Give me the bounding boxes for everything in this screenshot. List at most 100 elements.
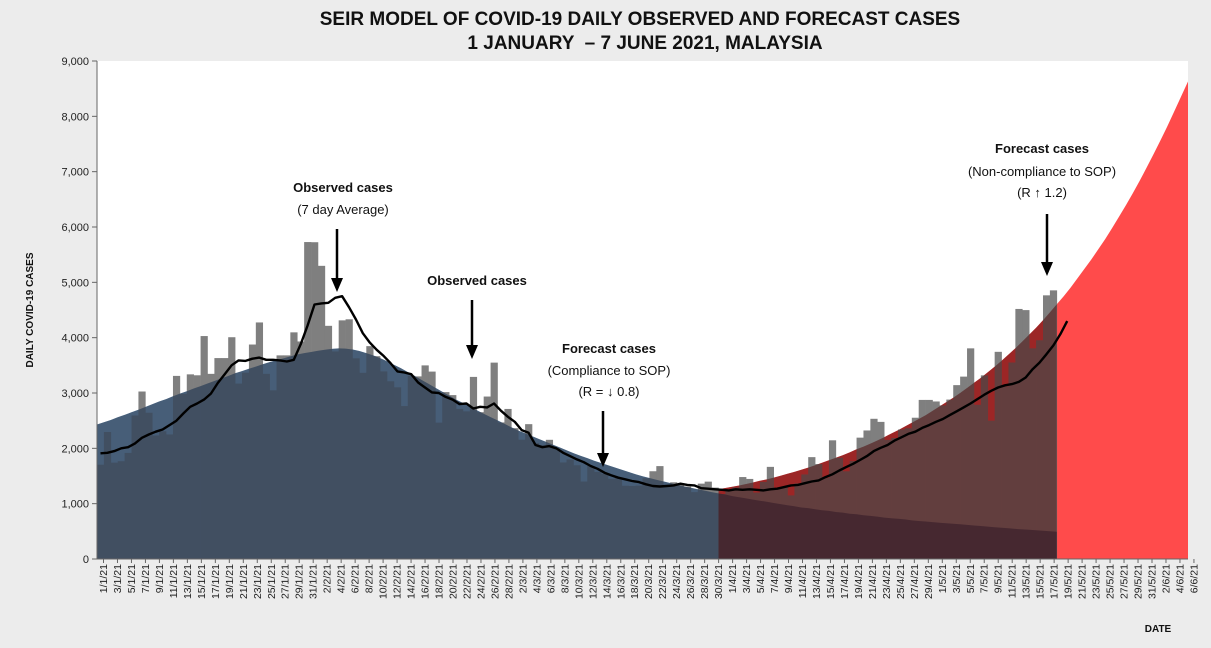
x-tick-label: 9/5/21 [993, 564, 1005, 593]
x-tick-label: 5/1/21 [126, 564, 138, 593]
annotation-observed-average: Observed cases (7 day Average) [293, 180, 393, 292]
x-tick-label: 23/5/21 [1091, 564, 1103, 599]
x-tick-label: 15/1/21 [196, 564, 208, 599]
x-tick-label: 23/1/21 [252, 564, 264, 599]
chart-subtitle: 1 JANUARY – 7 JUNE 2021, MALAYSIA [467, 33, 822, 54]
x-tick-label: 6/6/21 [1188, 564, 1200, 593]
observed-compliance-overlap [97, 348, 1057, 559]
x-tick-label: 18/3/21 [629, 564, 641, 599]
x-tick-label: 11/5/21 [1007, 564, 1019, 598]
x-tick-label: 18/2/21 [434, 564, 446, 599]
x-tick-label: 22/2/21 [462, 564, 474, 599]
x-tick-label: 15/5/21 [1035, 564, 1047, 599]
x-tick-label: 28/3/21 [699, 564, 711, 599]
x-tick-label: 25/5/21 [1105, 564, 1117, 599]
x-tick-label: 3/4/21 [741, 564, 753, 593]
x-tick-label: 12/3/21 [587, 564, 599, 599]
x-tick-label: 19/4/21 [853, 564, 865, 599]
x-tick-label: 6/3/21 [545, 564, 557, 593]
x-tick-label: 31/1/21 [308, 564, 320, 599]
x-tick-label: 16/2/21 [420, 564, 432, 599]
y-tick-label: 5,000 [61, 277, 89, 289]
observed-noncompliance-overlap [718, 304, 1057, 559]
annotation-forecast-noncompliance: Forecast cases (Non-compliance to SOP) (… [968, 141, 1116, 276]
x-tick-label: 10/2/21 [378, 564, 390, 599]
annotation-observed-average-sub: (7 day Average) [297, 202, 389, 217]
x-tick-label: 24/3/21 [671, 564, 683, 599]
annotation-observed: Observed cases [427, 273, 527, 359]
x-tick-label: 27/1/21 [280, 564, 292, 599]
x-tick-label: 4/3/21 [531, 564, 543, 593]
x-tick-label: 8/3/21 [559, 564, 571, 593]
x-tick-label: 16/3/21 [615, 564, 627, 599]
x-tick-label: 27/5/21 [1119, 564, 1131, 599]
x-tick-label: 27/4/21 [909, 564, 921, 599]
x-tick-label: 29/1/21 [294, 564, 306, 599]
x-tick-label: 13/5/21 [1021, 564, 1033, 599]
y-tick-label: 2,000 [61, 443, 89, 455]
x-tick-label: 29/5/21 [1133, 564, 1145, 599]
x-tick-label: 3/5/21 [951, 564, 963, 593]
y-tick-label: 0 [83, 554, 89, 566]
annotation-forecast-noncompliance-sub: (Non-compliance to SOP) [968, 164, 1116, 179]
x-tick-label: 2/2/21 [322, 564, 334, 593]
x-tick-label: 4/6/21 [1175, 564, 1187, 593]
annotation-observed-average-arrowhead [331, 278, 343, 292]
x-tick-label: 8/2/21 [364, 564, 376, 593]
x-tick-label: 9/1/21 [154, 564, 166, 593]
x-tick-label: 1/4/21 [727, 564, 739, 593]
x-tick-label: 31/5/21 [1147, 564, 1159, 599]
x-tick-labels: 1/1/21 3/1/21 5/1/21 7/1/21 9/1/21 11/1/21 13/… [98, 564, 1200, 599]
x-tick-label: 11/1/21 [168, 564, 180, 598]
x-tick-label: 9/4/21 [783, 564, 795, 593]
annotation-forecast-compliance-title: Forecast cases [562, 341, 656, 356]
x-tick-label: 26/2/21 [489, 564, 501, 599]
x-tick-label: 7/4/21 [769, 564, 781, 593]
x-tick-label: 24/2/21 [476, 564, 488, 599]
annotation-observed-arrowhead [466, 345, 478, 359]
x-tick-label: 29/4/21 [923, 564, 935, 599]
x-tick-label: 17/5/21 [1049, 564, 1061, 599]
x-tick-label: 23/4/21 [881, 564, 893, 599]
y-tick-label: 6,000 [61, 222, 89, 234]
x-tick-label: 28/2/21 [503, 564, 515, 599]
x-tick-label: 19/1/21 [224, 564, 236, 599]
x-tick-label: 7/1/21 [140, 564, 152, 593]
noncompliance-forecast-layer [718, 81, 1188, 559]
y-axis-label: DAILY COVID-19 CASES [25, 252, 36, 367]
x-tick-label: 4/2/21 [336, 564, 348, 593]
x-tick-label: 11/4/21 [797, 564, 809, 598]
y-tick-label: 7,000 [61, 167, 89, 179]
y-tick-label: 8,000 [61, 111, 89, 123]
x-tick-label: 25/4/21 [895, 564, 907, 599]
noncompliance-forecast-area [718, 81, 1188, 559]
y-tick-label: 1,000 [61, 499, 89, 511]
average-line-layer [100, 295, 1069, 492]
x-tick-label: 2/6/21 [1161, 564, 1173, 593]
x-tick-label: 15/4/21 [825, 564, 837, 599]
x-tick-label: 21/4/21 [867, 564, 879, 599]
x-tick-label: 3/1/21 [112, 564, 124, 593]
annotation-forecast-compliance: Forecast cases (Compliance to SOP) (R = … [548, 341, 671, 467]
axes-layer [92, 60, 1195, 563]
x-tick-label: 22/3/21 [657, 564, 669, 599]
annotation-forecast-noncompliance-title: Forecast cases [995, 141, 1089, 156]
seven-day-average-line [100, 295, 1069, 492]
x-tick-label: 25/1/21 [266, 564, 278, 599]
annotation-forecast-compliance-sub: (Compliance to SOP) [548, 363, 671, 378]
annotation-observed-title: Observed cases [427, 273, 527, 288]
x-tick-label: 17/1/21 [210, 564, 222, 599]
x-tick-label: 20/2/21 [448, 564, 460, 599]
x-tick-label: 17/4/21 [839, 564, 851, 599]
x-tick-label: 19/5/21 [1063, 564, 1075, 599]
x-tick-label: 2/3/21 [517, 564, 529, 593]
x-tick-label: 13/1/21 [182, 564, 194, 599]
y-tick-labels: 0 1,000 2,000 3,000 4,000 5,000 6,000 7,000 8,00… [61, 56, 89, 566]
annotation-observed-average-title: Observed cases [293, 180, 393, 195]
x-tick-label: 14/3/21 [601, 564, 613, 599]
annotation-forecast-compliance-r: (R = ↓ 0.8) [578, 384, 639, 399]
x-tick-label: 30/3/21 [713, 564, 725, 599]
x-tick-label: 14/2/21 [406, 564, 418, 599]
x-tick-label: 12/2/21 [392, 564, 404, 599]
